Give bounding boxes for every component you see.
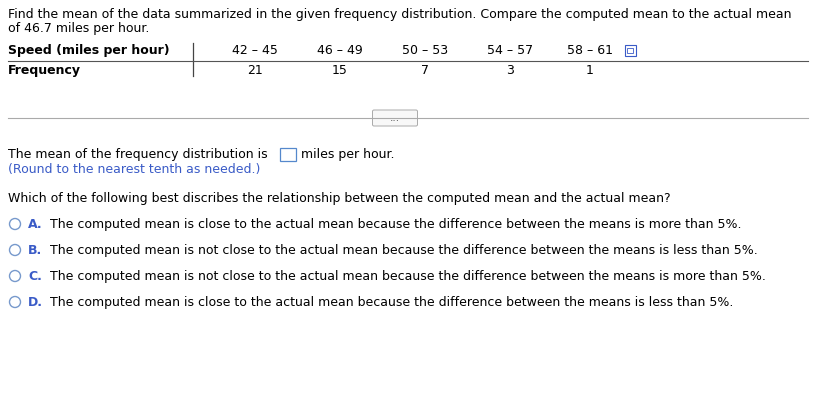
Circle shape [10, 296, 20, 307]
Text: Speed (miles per hour): Speed (miles per hour) [8, 44, 170, 57]
Text: 7: 7 [421, 64, 429, 77]
Text: The mean of the frequency distribution is: The mean of the frequency distribution i… [8, 148, 268, 161]
Text: 58 – 61: 58 – 61 [567, 44, 613, 57]
Text: 15: 15 [332, 64, 348, 77]
Circle shape [10, 219, 20, 229]
Text: miles per hour.: miles per hour. [301, 148, 394, 161]
Text: Find the mean of the data summarized in the given frequency distribution. Compar: Find the mean of the data summarized in … [8, 8, 792, 21]
FancyBboxPatch shape [627, 48, 633, 53]
Text: 1: 1 [586, 64, 594, 77]
Text: The computed mean is not close to the actual mean because the difference between: The computed mean is not close to the ac… [50, 270, 766, 283]
Text: The computed mean is not close to the actual mean because the difference between: The computed mean is not close to the ac… [50, 244, 758, 257]
Circle shape [10, 244, 20, 256]
Text: Frequency: Frequency [8, 64, 81, 77]
Text: 3: 3 [506, 64, 514, 77]
Text: 54 – 57: 54 – 57 [487, 44, 533, 57]
FancyBboxPatch shape [280, 148, 296, 161]
Text: (Round to the nearest tenth as needed.): (Round to the nearest tenth as needed.) [8, 163, 260, 176]
FancyBboxPatch shape [372, 110, 418, 126]
Text: Which of the following best discribes the relationship between the computed mean: Which of the following best discribes th… [8, 192, 671, 205]
Text: of 46.7 miles per hour.: of 46.7 miles per hour. [8, 22, 149, 35]
Text: 46 – 49: 46 – 49 [317, 44, 363, 57]
Text: B.: B. [28, 244, 42, 257]
Text: ...: ... [390, 113, 400, 123]
Text: The computed mean is close to the actual mean because the difference between the: The computed mean is close to the actual… [50, 218, 742, 231]
Text: 42 – 45: 42 – 45 [232, 44, 278, 57]
Text: 50 – 53: 50 – 53 [402, 44, 448, 57]
Text: D.: D. [28, 296, 43, 309]
Text: The computed mean is close to the actual mean because the difference between the: The computed mean is close to the actual… [50, 296, 734, 309]
Text: C.: C. [28, 270, 42, 283]
FancyBboxPatch shape [624, 45, 636, 55]
Text: 21: 21 [247, 64, 263, 77]
Circle shape [10, 271, 20, 281]
Text: A.: A. [28, 218, 42, 231]
